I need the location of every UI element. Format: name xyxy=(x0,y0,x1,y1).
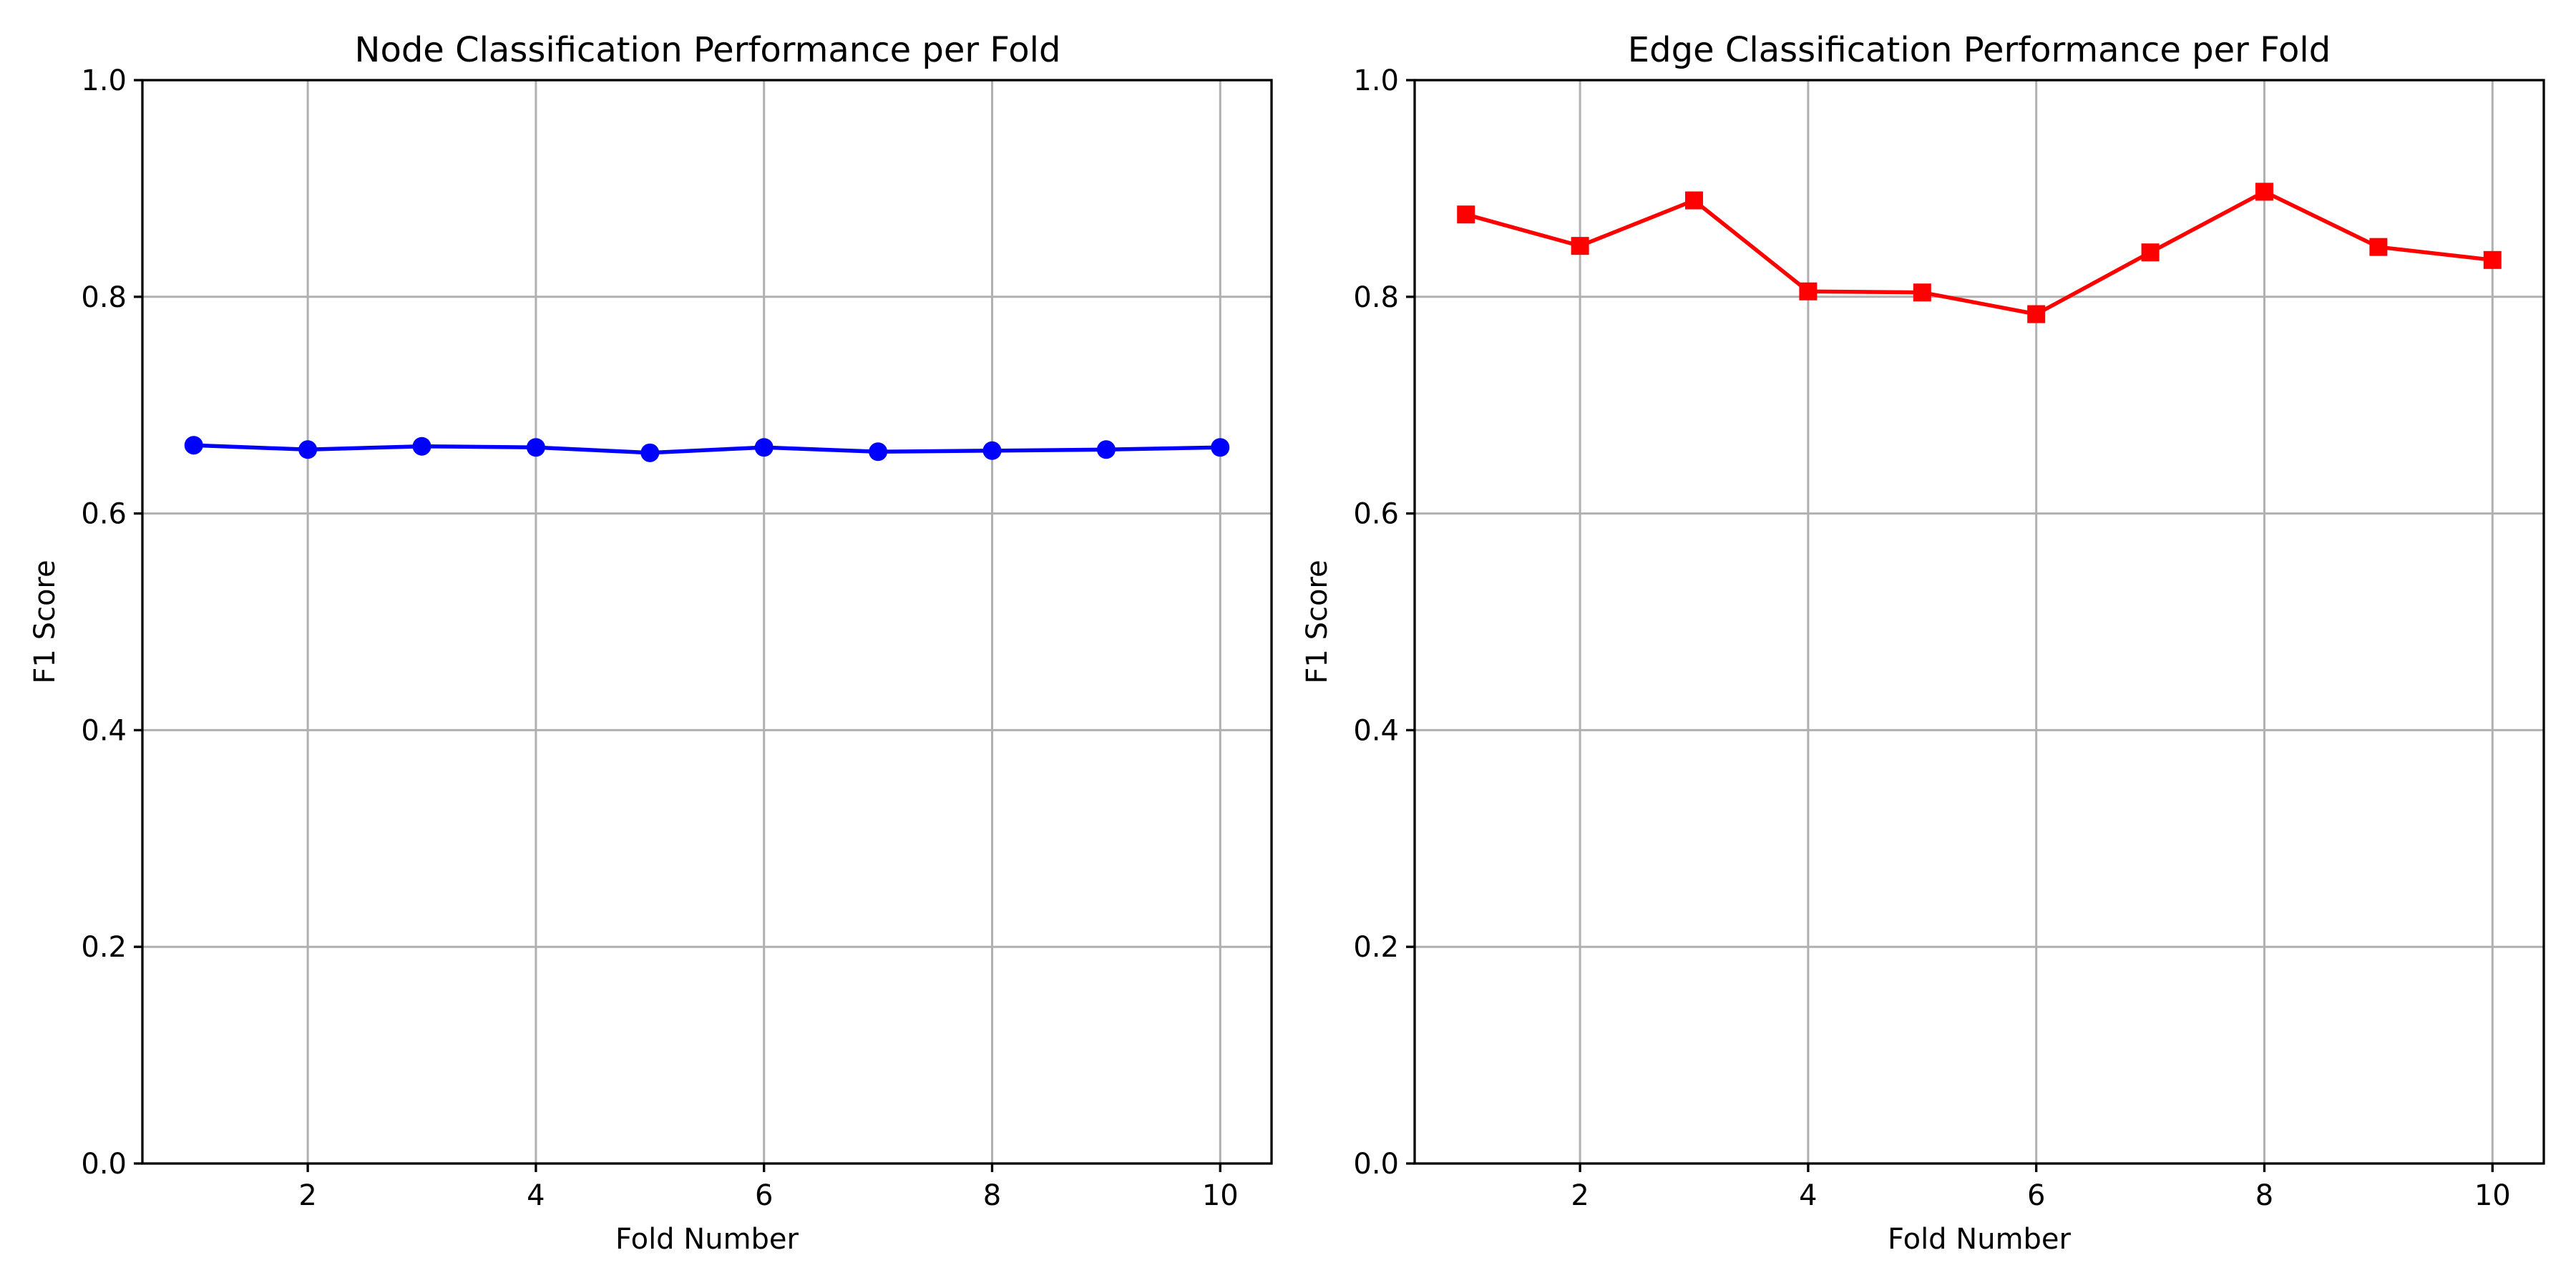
data-point xyxy=(982,441,1002,460)
y-tick-label: 0.0 xyxy=(81,1148,127,1181)
data-point xyxy=(640,443,660,462)
x-tick-label: 8 xyxy=(983,1179,1001,1212)
data-point xyxy=(869,442,888,462)
y-tick-label: 0.6 xyxy=(1353,498,1399,531)
data-point xyxy=(2483,250,2502,269)
y-tick-label: 0.8 xyxy=(1353,281,1399,314)
y-tick-label: 0.2 xyxy=(1353,931,1399,964)
y-axis-label: F1 Score xyxy=(29,560,62,683)
y-tick-label: 1.0 xyxy=(1353,64,1399,97)
y-tick-label: 1.0 xyxy=(81,64,127,97)
series xyxy=(184,436,1230,462)
series-line xyxy=(193,443,1221,455)
y-tick-label: 0.4 xyxy=(1353,714,1399,747)
x-axis-label: Fold Number xyxy=(1888,1223,2072,1256)
axes-frame xyxy=(1413,79,2545,1165)
data-point xyxy=(1913,283,1931,302)
data-point xyxy=(1457,205,1475,224)
y-tick-label: 0.2 xyxy=(81,931,127,964)
y-axis-label: F1 Score xyxy=(1301,560,1334,683)
edge-classification-chart: Edge Classification Performance per Fold… xyxy=(1301,30,2545,1256)
data-point xyxy=(754,438,774,457)
ticks: 2 4 6 8 10 0.0 0.2 0.4 0.6 0.8 1.0 xyxy=(1353,64,2510,1212)
x-tick-label: 6 xyxy=(2027,1179,2045,1212)
x-tick-label: 8 xyxy=(2255,1179,2273,1212)
y-tick-label: 0.6 xyxy=(81,498,127,531)
data-point xyxy=(2255,182,2273,201)
data-point xyxy=(1799,282,1818,301)
x-tick-label: 2 xyxy=(298,1179,316,1212)
x-tick-label: 2 xyxy=(1571,1179,1589,1212)
x-tick-label: 10 xyxy=(2474,1179,2511,1212)
series-line xyxy=(1465,190,2493,316)
chart-title: Node Classification Performance per Fold xyxy=(355,30,1061,70)
data-point xyxy=(1685,191,1704,210)
x-tick-label: 4 xyxy=(1799,1179,1817,1212)
data-point xyxy=(2141,243,2160,262)
data-point xyxy=(2027,305,2046,323)
x-axis-label: Fold Number xyxy=(615,1223,799,1256)
ticks: 2 4 6 8 10 0.0 0.2 0.4 0.6 0.8 1.0 xyxy=(81,64,1238,1212)
chart-title: Edge Classification Performance per Fold xyxy=(1628,30,2331,70)
data-point xyxy=(1571,237,1589,255)
data-point xyxy=(1211,438,1230,457)
data-point xyxy=(184,436,203,455)
y-tick-label: 0.4 xyxy=(81,714,127,747)
y-tick-label: 0.8 xyxy=(81,281,127,314)
data-point xyxy=(2369,238,2388,256)
x-tick-label: 10 xyxy=(1202,1179,1239,1212)
series xyxy=(1457,182,2502,323)
data-point xyxy=(412,436,431,456)
x-tick-label: 4 xyxy=(527,1179,545,1212)
x-tick-label: 6 xyxy=(755,1179,773,1212)
axes-frame xyxy=(141,79,1273,1165)
y-tick-label: 0.0 xyxy=(1353,1148,1399,1181)
data-point xyxy=(298,440,318,459)
node-classification-chart: Node Classification Performance per Fold… xyxy=(29,30,1273,1256)
data-point xyxy=(526,438,545,457)
data-point xyxy=(1096,440,1116,459)
